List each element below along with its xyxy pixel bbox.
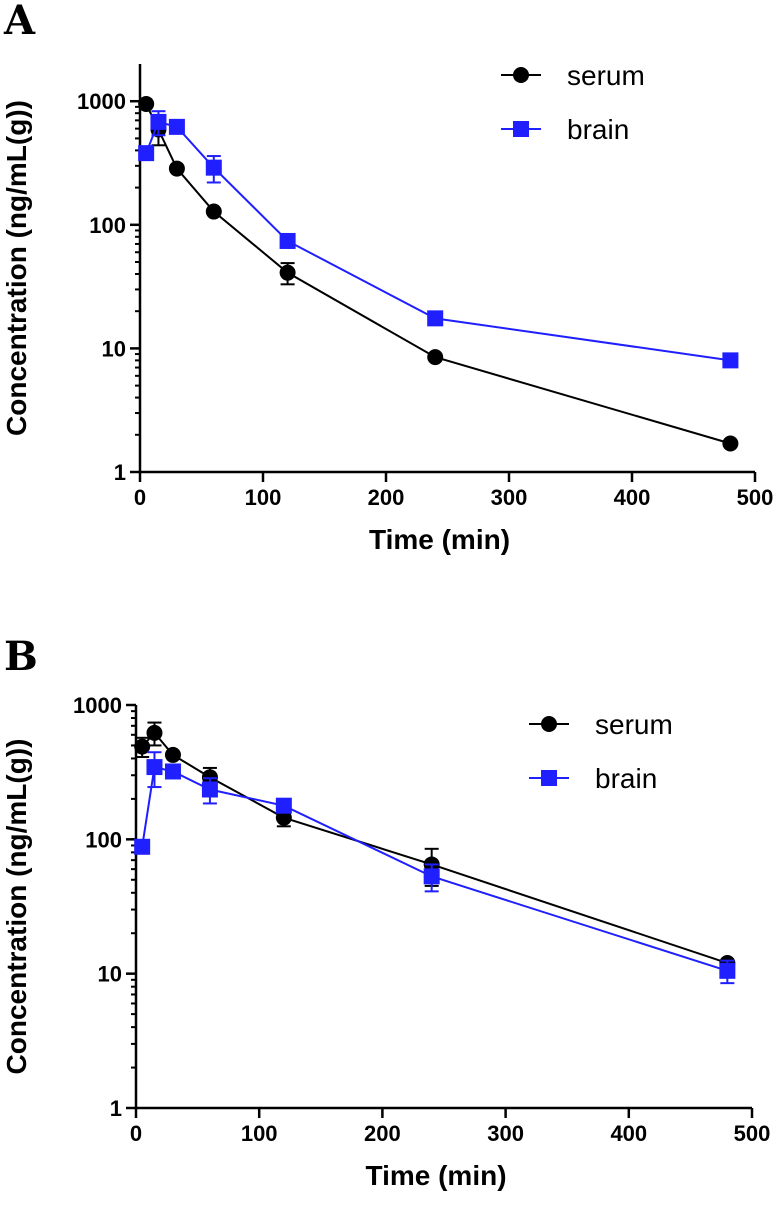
panel-a-y-tick-label: 10 xyxy=(102,336,126,361)
panel-a-y-tick-label: 1 xyxy=(114,460,126,485)
panel-a-legend-marker-serum xyxy=(513,67,529,83)
panel-a-serum-point xyxy=(205,203,222,220)
panel-a-serum-point xyxy=(722,435,739,452)
panel-a-x-tick-label: 500 xyxy=(737,485,774,510)
panel-b-serum-point xyxy=(134,738,151,755)
panel-a-x-tick-label: 200 xyxy=(368,485,405,510)
panel-b-x-tick-label: 500 xyxy=(734,1121,771,1146)
panel-a-serum-point xyxy=(427,349,444,366)
panel-a-serum-point xyxy=(279,264,296,281)
panel-a-plot: 1 10 100 1000 0 100 200 300 400 500 Time (min) Conc… xyxy=(1,60,773,555)
panel-b-y-tick-label: 1 xyxy=(110,1096,122,1121)
panel-b-x-tick-label: 300 xyxy=(487,1121,524,1146)
panel-b: B 1 10 100 1000 0 100 200 300 400 500 Time (min) Co… xyxy=(1,633,770,1191)
panel-a-brain-point xyxy=(279,232,296,249)
panel-a-legend-label-serum: serum xyxy=(567,60,645,91)
panel-b-letter: B xyxy=(4,633,38,680)
panel-a-x-tick-label: 100 xyxy=(245,485,282,510)
panel-a-brain-point xyxy=(205,159,222,176)
panel-b-serum-point xyxy=(146,724,163,741)
panel-a-letter: A xyxy=(3,0,36,44)
panel-b-brain-point xyxy=(275,797,292,814)
panel-b-serum-point xyxy=(164,746,181,763)
panel-a-x-tick-label: 400 xyxy=(614,485,651,510)
panel-a-brain-point xyxy=(150,113,167,130)
panel-a-x-axis-title: Time (min) xyxy=(369,524,510,555)
panel-b-x-tick-label: 400 xyxy=(610,1121,647,1146)
panel-b-brain-point xyxy=(423,868,440,885)
panel-a-serum-point xyxy=(138,95,155,112)
panel-a-legend-marker-brain xyxy=(513,121,529,137)
panel-b-y-tick-label: 100 xyxy=(85,827,122,852)
panel-a-x-tick-label: 0 xyxy=(134,485,146,510)
panel-b-brain-point xyxy=(719,962,736,979)
panel-b-brain-point xyxy=(134,838,151,855)
panel-b-serum-point xyxy=(201,769,218,786)
panel-b-brain-point xyxy=(201,781,218,798)
panel-b-y-tick-label: 1000 xyxy=(73,693,122,718)
panel-b-x-tick-label: 200 xyxy=(364,1121,401,1146)
panel-a-brain-point xyxy=(722,352,739,369)
panel-a: A 1 10 100 1000 0 100 200 300 400 500 Time (min) Co… xyxy=(1,0,773,555)
panel-b-legend-label-serum: serum xyxy=(595,709,673,740)
panel-a-y-tick-label: 100 xyxy=(89,213,126,238)
panel-a-x-tick-label: 300 xyxy=(491,485,528,510)
panel-b-y-axis-title: Concentration (ng/mL(g)) xyxy=(1,739,32,1075)
panel-a-brain-point xyxy=(168,118,185,135)
panel-b-legend-marker-brain xyxy=(541,770,557,786)
panel-b-legend-marker-serum xyxy=(541,716,557,732)
panel-a-legend-label-brain: brain xyxy=(567,114,629,145)
panel-a-serum-point xyxy=(168,160,185,177)
panel-b-brain-point xyxy=(146,759,163,776)
panel-a-brain-point xyxy=(138,145,155,162)
panel-b-x-tick-label: 0 xyxy=(130,1121,142,1146)
panel-b-y-tick-label: 10 xyxy=(98,962,122,987)
panel-a-y-axis-title: Concentration (ng/mL(g)) xyxy=(1,100,32,436)
panel-a-y-tick-label: 1000 xyxy=(77,89,126,114)
panel-b-plot: 1 10 100 1000 0 100 200 300 400 500 Time (min) Conc… xyxy=(1,693,770,1191)
panel-a-serum-line xyxy=(145,103,731,445)
panel-b-x-axis-title: Time (min) xyxy=(365,1160,506,1191)
panel-a-brain-point xyxy=(427,310,444,327)
panel-b-brain-point xyxy=(164,763,181,780)
panel-b-legend-label-brain: brain xyxy=(595,763,657,794)
panel-b-x-tick-label: 100 xyxy=(241,1121,278,1146)
